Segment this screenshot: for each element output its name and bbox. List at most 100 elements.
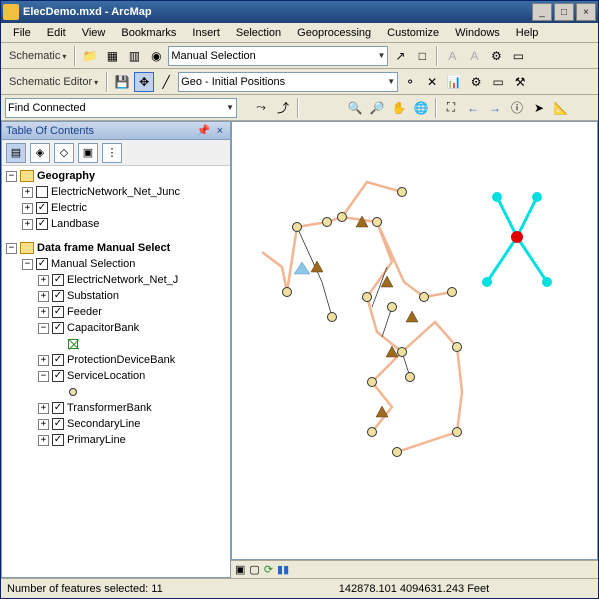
chk[interactable] xyxy=(52,290,64,302)
selection-combo[interactable]: Manual Selection▼ xyxy=(168,46,388,66)
pause-icon[interactable]: ▮▮ xyxy=(277,563,289,576)
schematic-dropdown[interactable]: Schematic xyxy=(5,50,70,62)
menu-customize[interactable]: Customize xyxy=(379,25,447,41)
chk[interactable] xyxy=(36,258,48,270)
toc-sel-icon[interactable]: ▣ xyxy=(78,143,98,163)
chk[interactable] xyxy=(52,434,64,446)
connect2-icon[interactable]: ⤴ xyxy=(273,98,293,118)
expand-item[interactable]: + xyxy=(22,219,33,230)
chk[interactable] xyxy=(52,354,64,366)
menu-file[interactable]: File xyxy=(5,25,39,41)
expand-item[interactable]: + xyxy=(22,203,33,214)
layer-item[interactable]: CapacitorBank xyxy=(67,322,139,334)
menu-insert[interactable]: Insert xyxy=(184,25,228,41)
expand-manual[interactable]: − xyxy=(22,259,33,270)
toc-vis-icon[interactable]: ◇ xyxy=(54,143,74,163)
expand-item[interactable]: + xyxy=(38,435,49,446)
layer-item[interactable]: Landbase xyxy=(51,218,99,230)
expand-dataframe[interactable]: − xyxy=(6,243,17,254)
folder-icon[interactable]: 📁 xyxy=(80,46,100,66)
expand-item[interactable]: + xyxy=(22,187,33,198)
chk[interactable] xyxy=(52,370,64,382)
chk[interactable] xyxy=(36,186,48,198)
expand-item[interactable]: + xyxy=(38,403,49,414)
fwd-icon[interactable]: → xyxy=(485,98,505,118)
tool2-icon[interactable]: ▭ xyxy=(508,46,528,66)
chk[interactable] xyxy=(36,202,48,214)
back-icon[interactable]: ← xyxy=(463,98,483,118)
layer-item[interactable]: ServiceLocation xyxy=(67,370,145,382)
menu-help[interactable]: Help xyxy=(508,25,547,41)
chk[interactable] xyxy=(52,322,64,334)
globe-icon[interactable]: 🌐 xyxy=(411,98,431,118)
chk[interactable] xyxy=(52,402,64,414)
expand-geography[interactable]: − xyxy=(6,171,17,182)
pan-icon[interactable]: ✋ xyxy=(389,98,409,118)
minimize-button[interactable]: _ xyxy=(532,3,552,21)
expand-item[interactable]: + xyxy=(38,291,49,302)
layer-manual[interactable]: Manual Selection xyxy=(51,258,135,270)
layer-item[interactable]: SecondaryLine xyxy=(67,418,140,430)
menu-selection[interactable]: Selection xyxy=(228,25,289,41)
tool-icon[interactable]: ⚙ xyxy=(486,46,506,66)
refresh-icon[interactable]: ⟳ xyxy=(264,563,273,576)
close-button[interactable]: × xyxy=(576,3,596,21)
save-icon[interactable]: 💾 xyxy=(112,72,132,92)
chk[interactable] xyxy=(52,274,64,286)
pin-icon[interactable]: 📌 xyxy=(194,124,214,137)
grid-icon[interactable]: ▦ xyxy=(102,46,122,66)
target-icon[interactable]: ◉ xyxy=(146,46,166,66)
expand-item[interactable]: + xyxy=(38,275,49,286)
wrench-icon[interactable]: ⚒ xyxy=(510,72,530,92)
chart-icon[interactable]: 📊 xyxy=(444,72,464,92)
toc-close-icon[interactable]: × xyxy=(214,125,226,137)
layer-item[interactable]: Electric xyxy=(51,202,87,214)
doc-icon[interactable]: ▭ xyxy=(488,72,508,92)
expand-item[interactable]: − xyxy=(38,323,49,334)
zoomout-icon[interactable]: 🔎 xyxy=(367,98,387,118)
extent-icon[interactable]: ⛶ xyxy=(441,98,461,118)
layer-item[interactable]: ElectricNetwork_Net_Junc xyxy=(51,186,180,198)
menu-windows[interactable]: Windows xyxy=(447,25,508,41)
toc-list-icon[interactable]: ▤ xyxy=(6,143,26,163)
net-icon[interactable]: ⚬ xyxy=(400,72,420,92)
maximize-button[interactable]: □ xyxy=(554,3,574,21)
arrow-icon[interactable]: ↗ xyxy=(390,46,410,66)
chk[interactable] xyxy=(52,418,64,430)
graph-icon[interactable]: ✕ xyxy=(422,72,442,92)
map-canvas[interactable] xyxy=(231,121,598,560)
menu-bookmarks[interactable]: Bookmarks xyxy=(113,25,184,41)
layer-item[interactable]: Feeder xyxy=(67,306,102,318)
box-icon[interactable]: □ xyxy=(412,46,432,66)
measure-icon[interactable]: 📐 xyxy=(551,98,571,118)
toc-source-icon[interactable]: ◈ xyxy=(30,143,50,163)
line-icon[interactable]: ╱ xyxy=(156,72,176,92)
layer-item[interactable]: ProtectionDeviceBank xyxy=(67,354,175,366)
df-geography[interactable]: Geography xyxy=(37,170,95,182)
layout-combo[interactable]: Geo - Initial Positions▼ xyxy=(178,72,398,92)
menu-geoprocessing[interactable]: Geoprocessing xyxy=(289,25,379,41)
menu-view[interactable]: View xyxy=(74,25,114,41)
find-combo[interactable]: Find Connected▼ xyxy=(5,98,237,118)
layer-item[interactable]: PrimaryLine xyxy=(67,434,126,446)
layer-item[interactable]: Substation xyxy=(67,290,119,302)
expand-item[interactable]: + xyxy=(38,307,49,318)
chk[interactable] xyxy=(36,218,48,230)
chk[interactable] xyxy=(52,306,64,318)
connect-icon[interactable]: ⤳ xyxy=(251,98,271,118)
view-layout-icon[interactable]: ▢ xyxy=(249,563,259,576)
expand-item[interactable]: + xyxy=(38,355,49,366)
layer-item[interactable]: TransformerBank xyxy=(67,402,152,414)
editor-dropdown[interactable]: Schematic Editor xyxy=(5,76,102,88)
pointer-icon[interactable]: ➤ xyxy=(529,98,549,118)
info-icon[interactable]: ⓘ xyxy=(507,98,527,118)
move-icon[interactable]: ✥ xyxy=(134,72,154,92)
menu-edit[interactable]: Edit xyxy=(39,25,74,41)
df-manual[interactable]: Data frame Manual Select xyxy=(37,242,170,254)
expand-item[interactable]: − xyxy=(38,371,49,382)
layer-item[interactable]: ElectricNetwork_Net_J xyxy=(67,274,178,286)
expand-item[interactable]: + xyxy=(38,419,49,430)
gear-icon[interactable]: ⚙ xyxy=(466,72,486,92)
view-data-icon[interactable]: ▣ xyxy=(235,563,245,576)
zoomin-icon[interactable]: 🔍 xyxy=(345,98,365,118)
